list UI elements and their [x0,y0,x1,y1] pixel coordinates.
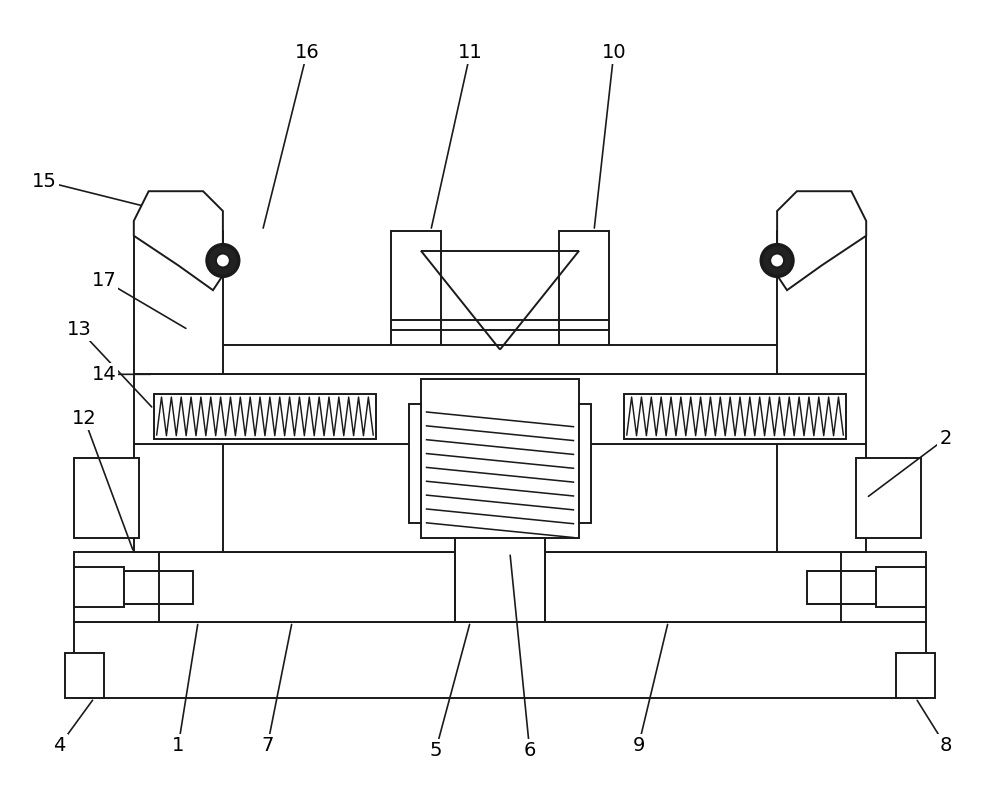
Text: 9: 9 [632,736,645,755]
Bar [74,567,124,607]
Bar [74,553,926,622]
Text: 10: 10 [602,43,626,62]
Text: 8: 8 [939,736,952,755]
Bar [559,231,609,443]
Bar [154,394,376,438]
Bar [624,394,846,438]
Circle shape [770,253,784,268]
Text: 12: 12 [72,409,97,428]
Text: 13: 13 [67,320,92,339]
Polygon shape [777,191,866,290]
Bar [421,379,579,538]
Text: 7: 7 [261,736,274,755]
Bar [777,231,866,375]
Text: 5: 5 [429,741,442,760]
Bar [455,538,545,622]
Circle shape [761,244,793,277]
Text: 14: 14 [92,365,116,383]
Bar [74,459,139,538]
Bar [134,231,223,375]
Bar [65,654,104,698]
Text: 11: 11 [458,43,483,62]
Bar [807,571,876,604]
Text: 16: 16 [295,43,319,62]
Bar [74,622,926,698]
Bar [409,404,421,523]
Text: 2: 2 [939,429,952,448]
Circle shape [216,253,230,268]
Bar [856,459,921,538]
Text: 1: 1 [172,736,185,755]
Text: 6: 6 [524,741,536,760]
Text: 4: 4 [53,736,66,755]
Bar [579,404,591,523]
Text: 15: 15 [32,172,57,191]
Bar [391,231,441,443]
Bar [134,443,866,553]
Text: 17: 17 [92,271,116,290]
Bar [134,345,866,375]
Bar [134,375,866,443]
Bar [124,571,193,604]
Bar [876,567,926,607]
Polygon shape [134,191,223,290]
Bar [896,654,935,698]
Circle shape [207,244,239,277]
